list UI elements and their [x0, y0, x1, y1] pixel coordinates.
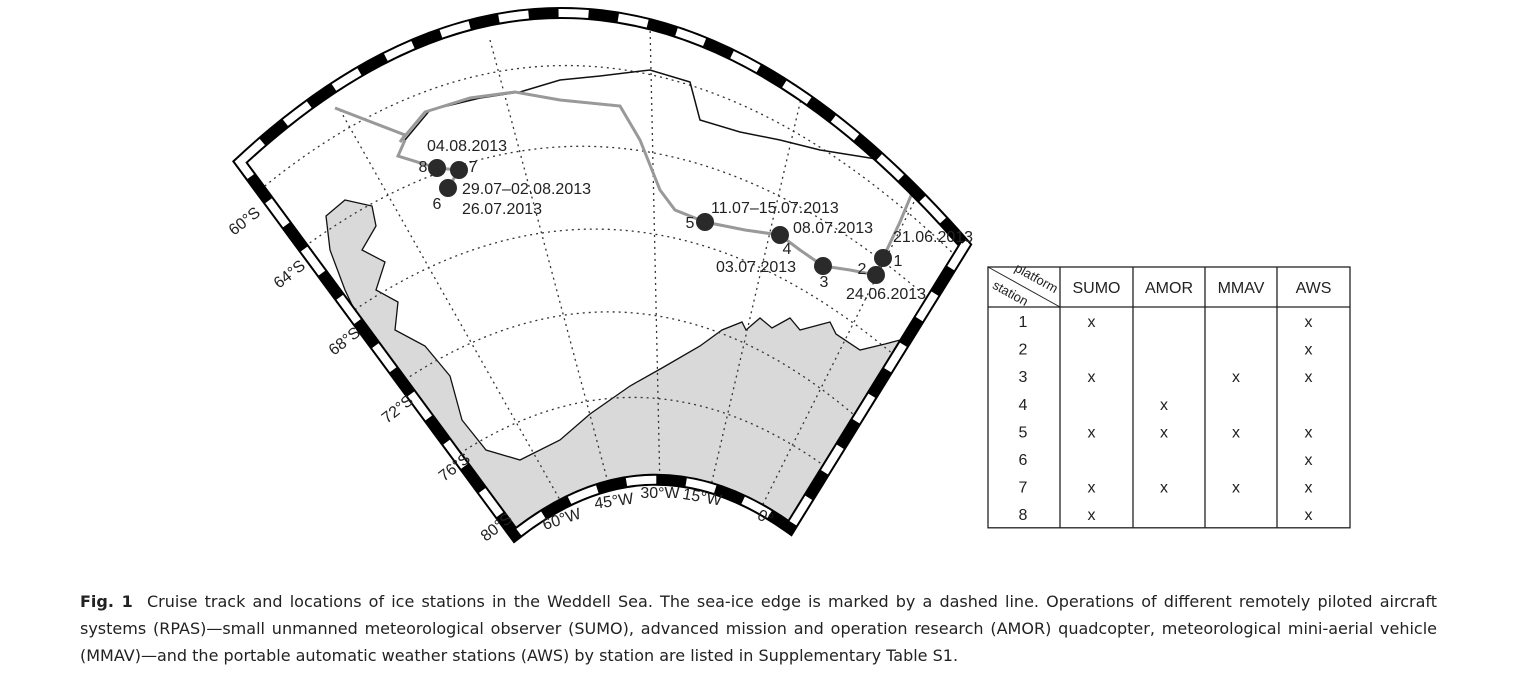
column-header: AWS [1296, 280, 1332, 297]
station-marker [771, 226, 789, 244]
figure: 60°S64°S68°S72°S76°S80°S 60°W45°W 30°W 15°W… [226, 6, 1351, 545]
column-header: SUMO [1073, 280, 1121, 297]
table-cell: x [1088, 424, 1096, 441]
caption: Fig. 1 Cruise track and locations of ice… [80, 588, 1437, 669]
table-cell: x [1232, 480, 1240, 497]
table-cell: x [1305, 507, 1313, 524]
station-date: 26.07.2013 [462, 201, 542, 218]
table-cell: x [1305, 314, 1313, 331]
longitude-label: 45°W [593, 490, 635, 512]
table-cell: x [1305, 452, 1313, 469]
table-cell: x [1160, 424, 1168, 441]
station-number: 6 [433, 196, 442, 213]
table-cell: x [1160, 397, 1168, 414]
row-label: 8 [1019, 507, 1028, 524]
table-cell: x [1088, 369, 1096, 386]
station-number: 8 [419, 159, 428, 176]
row-label: 7 [1019, 480, 1028, 497]
station-marker [450, 161, 468, 179]
row-label: 1 [1019, 314, 1028, 331]
table-cell: x [1305, 424, 1313, 441]
station-date: 29.07–02.08.2013 [462, 181, 591, 198]
row-label: 5 [1019, 424, 1028, 441]
station-marker [874, 249, 892, 267]
caption-text: Cruise track and locations of ice statio… [80, 592, 1438, 665]
table-cell: x [1232, 424, 1240, 441]
station-date: 03.07.2013 [716, 259, 796, 276]
corner-label: station [990, 277, 1031, 309]
longitude-label: 0° [755, 507, 776, 529]
map-frame [231, 6, 973, 544]
table-cell: x [1088, 314, 1096, 331]
column-header: AMOR [1145, 280, 1193, 297]
table-cell: x [1305, 342, 1313, 359]
station-number: 7 [469, 159, 478, 176]
station-marker [696, 213, 714, 231]
row-label: 4 [1019, 397, 1028, 414]
station-date: 08.07.2013 [793, 220, 873, 237]
station-date: 04.08.2013 [427, 138, 507, 155]
table-cell: x [1160, 480, 1168, 497]
station-date: 24.06.2013 [846, 286, 926, 303]
graticule [259, 24, 961, 511]
station-number: 5 [686, 215, 695, 232]
corner-diagonal [987, 266, 1061, 308]
longitude-label: 30°W [640, 485, 680, 502]
table-cell: x [1305, 369, 1313, 386]
station-date: 21.06.2013 [893, 229, 973, 246]
table-cell: x [1232, 369, 1240, 386]
latitude-label: 60°S [226, 204, 264, 239]
row-label: 2 [1019, 342, 1028, 359]
longitude-label: 15°W [681, 486, 724, 510]
station-number: 3 [820, 274, 829, 291]
cruise-track [334, 69, 965, 277]
table-cell: x [1088, 507, 1096, 524]
station-number: 4 [783, 241, 792, 258]
table-cell: x [1088, 480, 1096, 497]
latitude-label: 64°S [271, 257, 309, 292]
station-number: 1 [894, 253, 903, 270]
station-marker [439, 179, 457, 197]
column-header: MMAV [1218, 280, 1265, 297]
station-marker [814, 257, 832, 275]
row-label: 3 [1019, 369, 1028, 386]
table-cell: x [1305, 480, 1313, 497]
caption-label: Fig. 1 [80, 592, 133, 611]
station-marker [867, 266, 885, 284]
station-date: 11.07–15.07.2013 [711, 200, 839, 217]
table-border [987, 266, 1351, 529]
station-number: 2 [858, 261, 867, 278]
row-label: 6 [1019, 452, 1028, 469]
station-marker [428, 159, 446, 177]
